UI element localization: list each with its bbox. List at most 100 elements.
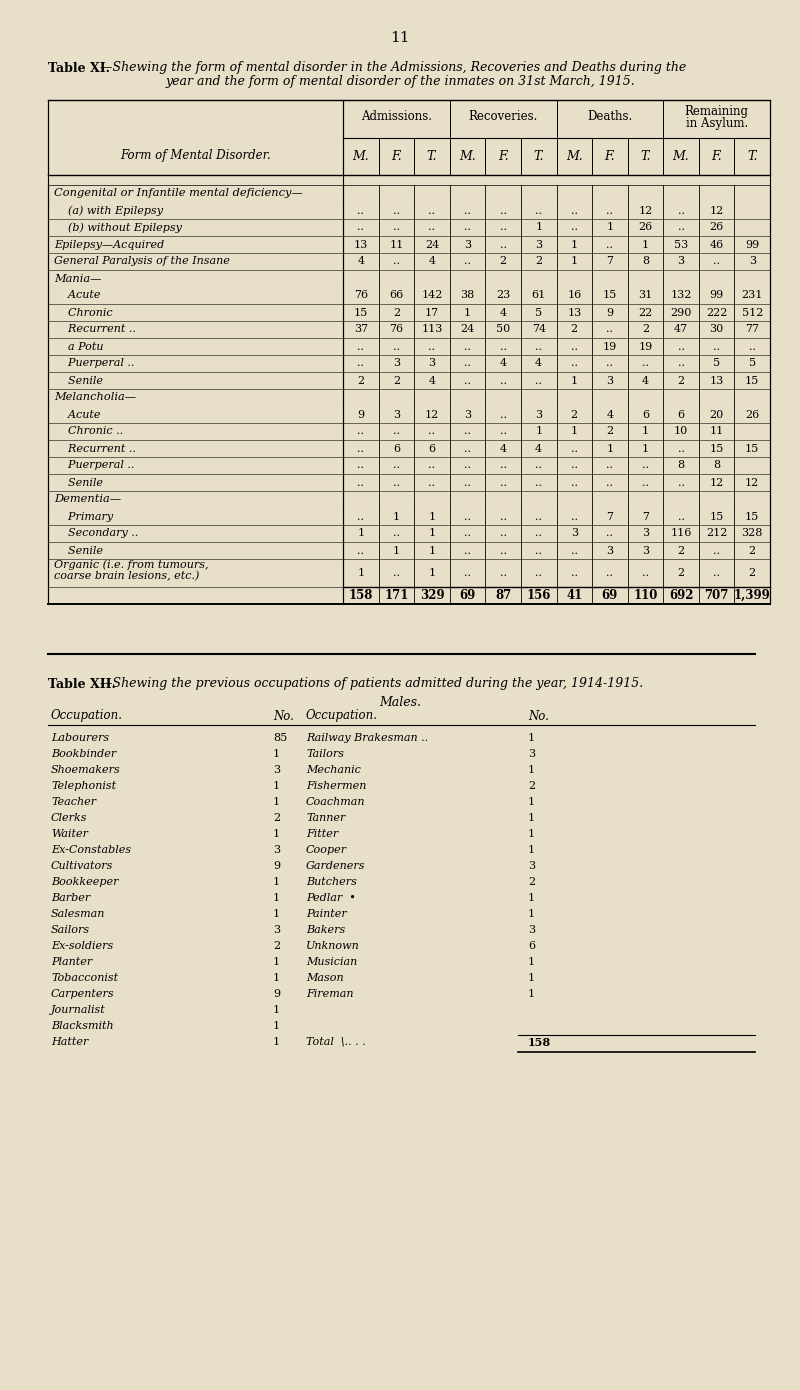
Text: 31: 31	[638, 291, 653, 300]
Text: 26: 26	[745, 410, 759, 420]
Text: ..: ..	[500, 460, 506, 470]
Text: 329: 329	[420, 589, 444, 602]
Text: Bookbinder: Bookbinder	[51, 749, 116, 759]
Text: 3: 3	[528, 860, 535, 872]
Text: 6: 6	[678, 410, 685, 420]
Text: Deaths.: Deaths.	[587, 110, 633, 124]
Text: 7: 7	[642, 512, 649, 521]
Text: Occupation.: Occupation.	[306, 709, 378, 723]
Text: Telephonist: Telephonist	[51, 781, 116, 791]
Text: 38: 38	[461, 291, 474, 300]
Text: 99: 99	[745, 239, 759, 249]
Text: Tobacconist: Tobacconist	[51, 973, 118, 983]
Text: 3: 3	[642, 528, 649, 538]
Text: ..: ..	[429, 427, 435, 436]
Text: ..: ..	[464, 569, 471, 578]
Text: ..: ..	[606, 359, 614, 368]
Text: 15: 15	[745, 443, 759, 453]
Text: 1: 1	[570, 427, 578, 436]
Text: ..: ..	[393, 342, 400, 352]
Text: General Paralysis of the Insane: General Paralysis of the Insane	[54, 257, 230, 267]
Text: F.: F.	[498, 150, 509, 163]
Text: Carpenters: Carpenters	[51, 990, 114, 999]
Text: ..: ..	[749, 342, 756, 352]
Text: 4: 4	[428, 375, 435, 385]
Text: Recoveries.: Recoveries.	[469, 110, 538, 124]
Text: Cooper: Cooper	[306, 845, 347, 855]
Text: 30: 30	[710, 324, 724, 335]
Text: T.: T.	[534, 150, 544, 163]
Text: Organic (i.e. from tumours,: Organic (i.e. from tumours,	[54, 560, 209, 570]
Text: ..: ..	[500, 427, 506, 436]
Text: 24: 24	[461, 324, 474, 335]
Text: 3: 3	[678, 257, 685, 267]
Text: M.: M.	[353, 150, 369, 163]
Text: ..: ..	[570, 569, 578, 578]
Text: ..: ..	[713, 545, 720, 556]
Text: Puerperal ..: Puerperal ..	[54, 359, 134, 368]
Text: 1: 1	[528, 956, 535, 967]
Text: 85: 85	[273, 733, 287, 744]
Text: ..: ..	[535, 206, 542, 215]
Text: 12: 12	[710, 206, 724, 215]
Text: ..: ..	[464, 443, 471, 453]
Text: ..: ..	[464, 257, 471, 267]
Text: ..: ..	[500, 478, 506, 488]
Text: ..: ..	[358, 427, 364, 436]
Text: 1: 1	[535, 427, 542, 436]
Text: 1: 1	[528, 828, 535, 840]
Text: 53: 53	[674, 239, 688, 249]
Text: —Shewing the form of mental disorder in the Admissions, Recoveries and Deaths du: —Shewing the form of mental disorder in …	[100, 61, 686, 75]
Text: 231: 231	[742, 291, 763, 300]
Text: Senile: Senile	[54, 545, 103, 556]
Text: 4: 4	[499, 443, 506, 453]
Text: ..: ..	[500, 410, 506, 420]
Text: F.: F.	[605, 150, 615, 163]
Text: ..: ..	[500, 342, 506, 352]
Text: ..: ..	[642, 359, 649, 368]
Text: 1: 1	[570, 239, 578, 249]
Text: year and the form of mental disorder of the inmates on 31st March, 1915.: year and the form of mental disorder of …	[165, 75, 635, 89]
Text: 3: 3	[606, 375, 614, 385]
Text: Mason: Mason	[306, 973, 344, 983]
Text: 2: 2	[393, 375, 400, 385]
Text: ..: ..	[429, 460, 435, 470]
Text: ..: ..	[358, 342, 364, 352]
Text: 3: 3	[393, 359, 400, 368]
Text: 2: 2	[642, 324, 649, 335]
Text: 1: 1	[528, 796, 535, 808]
Text: Ex-soldiers: Ex-soldiers	[51, 941, 114, 951]
Text: 2: 2	[749, 545, 756, 556]
Text: 5: 5	[713, 359, 720, 368]
Text: 2: 2	[678, 545, 685, 556]
Text: 1: 1	[393, 512, 400, 521]
Text: 41: 41	[566, 589, 582, 602]
Text: ..: ..	[678, 478, 685, 488]
Text: 2: 2	[499, 257, 506, 267]
Text: ..: ..	[429, 222, 435, 232]
Text: 12: 12	[425, 410, 439, 420]
Text: ..: ..	[606, 478, 614, 488]
Text: 8: 8	[713, 460, 720, 470]
Text: 158: 158	[349, 589, 373, 602]
Text: 9: 9	[273, 990, 280, 999]
Text: ..: ..	[535, 342, 542, 352]
Text: 1,399: 1,399	[734, 589, 770, 602]
Text: ..: ..	[464, 427, 471, 436]
Text: ..: ..	[358, 222, 364, 232]
Text: 99: 99	[710, 291, 724, 300]
Text: Blacksmith: Blacksmith	[51, 1022, 114, 1031]
Text: Cultivators: Cultivators	[51, 860, 114, 872]
Text: ..: ..	[570, 206, 578, 215]
Text: 15: 15	[745, 512, 759, 521]
Text: 3: 3	[464, 410, 471, 420]
Text: Waiter: Waiter	[51, 828, 88, 840]
Text: 707: 707	[705, 589, 729, 602]
Text: F.: F.	[711, 150, 722, 163]
Text: 13: 13	[710, 375, 724, 385]
Text: M.: M.	[673, 150, 690, 163]
Text: 4: 4	[428, 257, 435, 267]
Text: ..: ..	[642, 460, 649, 470]
Text: Painter: Painter	[306, 909, 346, 919]
Text: Coachman: Coachman	[306, 796, 366, 808]
